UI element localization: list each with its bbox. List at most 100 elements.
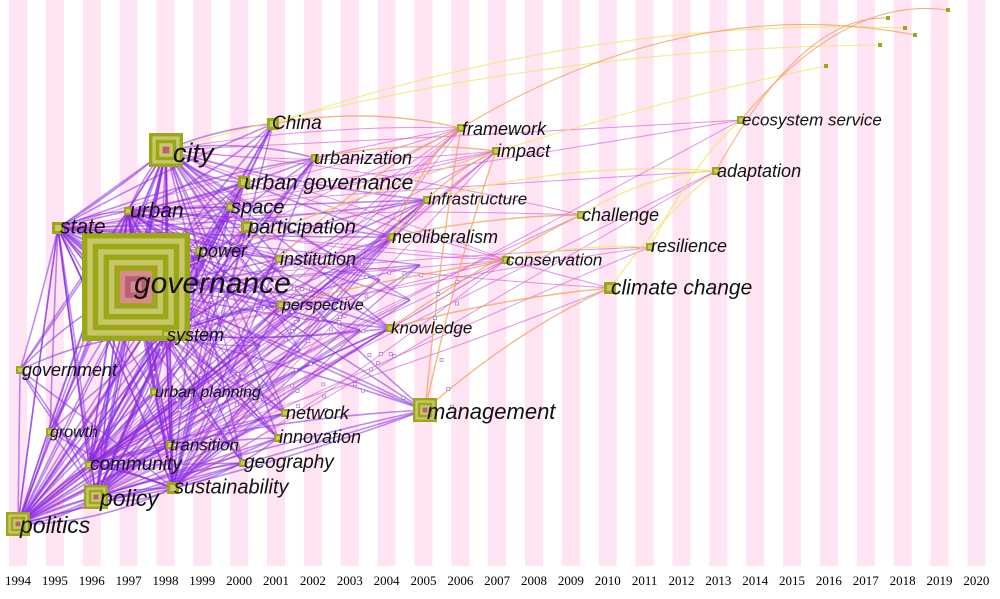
- year-axis: 1994 1995 1996 1997 1998 1999 2000 2001 2002 2003…: [5, 573, 989, 588]
- node-framework[interactable]: [457, 124, 465, 132]
- node-china[interactable]: [267, 118, 279, 130]
- link: [88, 327, 391, 466]
- node-urbanization[interactable]: [311, 154, 319, 162]
- year-label: 2011: [632, 573, 658, 588]
- minor-keyword-dot: [188, 393, 192, 398]
- link: [460, 24, 916, 129]
- link: [165, 149, 411, 301]
- year-label: 2020: [963, 573, 989, 588]
- node-state[interactable]: [52, 222, 64, 234]
- node-power[interactable]: [195, 247, 203, 255]
- node-impact[interactable]: [492, 147, 500, 155]
- year-band: [9, 0, 27, 566]
- minor-keyword-dot: [308, 362, 313, 366]
- year-label: 1997: [116, 573, 143, 588]
- label-system: system: [167, 325, 224, 345]
- year-label: 1996: [79, 573, 106, 588]
- node-governance[interactable]: [82, 233, 190, 341]
- minor-keyword-dot: [294, 367, 298, 372]
- link: [57, 150, 497, 229]
- minor-keyword-dot: [309, 287, 313, 291]
- year-band: [451, 0, 470, 566]
- minor-keyword-dot: [364, 294, 369, 299]
- year-label: 2001: [263, 573, 289, 588]
- minor-keyword-dot: [322, 394, 327, 399]
- link: [57, 227, 174, 489]
- label-infrastructure: infrastructure: [428, 189, 527, 208]
- minor-keyword-dot: [450, 404, 454, 409]
- year-label: 2006: [447, 573, 474, 588]
- label-adaptation: adaptation: [717, 161, 801, 181]
- minor-keyword-dot: [402, 271, 407, 276]
- node-innovation[interactable]: [274, 434, 282, 442]
- minor-keyword-dot: [878, 43, 882, 47]
- node-urban-planning[interactable]: [150, 388, 158, 396]
- link: [57, 210, 129, 229]
- keyword-nodes: [6, 116, 745, 536]
- link: [17, 227, 59, 525]
- node-system[interactable]: [162, 330, 170, 338]
- minor-keyword-dot: [306, 339, 311, 344]
- year-label: 2005: [410, 573, 436, 588]
- node-geography[interactable]: [239, 459, 247, 467]
- minor-keyword-dot: [235, 402, 239, 407]
- node-neoliberalism[interactable]: [388, 233, 396, 241]
- node-institution[interactable]: [275, 255, 283, 263]
- node-urban[interactable]: [124, 207, 132, 215]
- node-challenge[interactable]: [577, 211, 585, 219]
- node-network[interactable]: [281, 409, 289, 417]
- node-urban-governance[interactable]: [238, 176, 250, 188]
- node-sustainability[interactable]: [167, 482, 179, 494]
- year-band: [783, 0, 802, 566]
- minor-keyword-dot: [152, 370, 157, 375]
- node-government[interactable]: [16, 366, 24, 374]
- minor-keyword-dot: [913, 33, 917, 37]
- minor-keyword-dot: [337, 324, 342, 329]
- minor-keyword-dot: [903, 26, 907, 30]
- minor-keyword-dot: [218, 312, 223, 317]
- minor-keyword-dot: [329, 327, 333, 332]
- node-conservation[interactable]: [502, 256, 510, 264]
- year-label: 2016: [816, 573, 843, 588]
- node-community[interactable]: [85, 461, 93, 469]
- link: [19, 210, 129, 371]
- node-space[interactable]: [226, 203, 234, 211]
- node-resilience[interactable]: [646, 243, 654, 251]
- link: [272, 26, 906, 125]
- minor-keyword-dot: [388, 352, 393, 356]
- minor-keyword-dot: [159, 345, 163, 350]
- node-climate-change[interactable]: [604, 282, 616, 294]
- minor-keyword-dot: [253, 306, 257, 311]
- minor-keyword-dot: [321, 382, 326, 387]
- link: [95, 246, 651, 498]
- link: [424, 150, 497, 411]
- link: [57, 127, 462, 229]
- node-ecosystem-service[interactable]: [737, 116, 745, 124]
- minor-keyword-dot: [193, 285, 197, 290]
- label-participation: participation: [247, 216, 356, 238]
- minor-keyword-dot: [295, 389, 300, 393]
- link: [391, 150, 497, 238]
- minor-keyword-dots: [151, 8, 950, 412]
- link: [165, 246, 651, 335]
- node-transition[interactable]: [166, 441, 174, 449]
- link: [88, 349, 301, 466]
- node-participation[interactable]: [241, 221, 253, 233]
- node-city[interactable]: [149, 133, 183, 167]
- node-knowledge[interactable]: [386, 324, 394, 332]
- minor-keyword-dot: [886, 16, 890, 20]
- label-climate-change: climate change: [611, 277, 752, 300]
- link: [127, 210, 280, 260]
- minor-keyword-dot: [327, 253, 331, 258]
- node-perspective[interactable]: [277, 301, 285, 309]
- node-adaptation[interactable]: [712, 167, 720, 175]
- year-label: 2000: [226, 573, 252, 588]
- node-infrastructure[interactable]: [423, 196, 431, 204]
- minor-keyword-dot: [206, 257, 210, 262]
- node-politics[interactable]: [6, 512, 30, 536]
- year-label: 2015: [779, 573, 805, 588]
- node-policy[interactable]: [84, 485, 108, 509]
- minor-keyword-dot: [203, 255, 208, 260]
- node-growth[interactable]: [46, 428, 54, 436]
- node-management[interactable]: [413, 398, 437, 422]
